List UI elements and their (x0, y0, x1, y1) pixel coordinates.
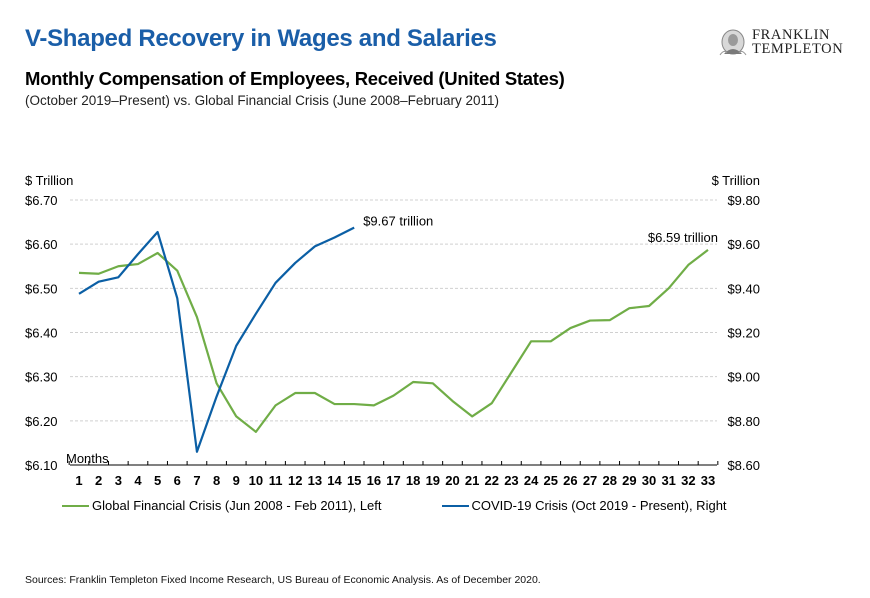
x-axis-label: Months (66, 451, 109, 466)
portrait-medallion-icon (719, 29, 747, 56)
left-axis-tick-label: $6.50 (25, 281, 58, 296)
right-axis-tick-label: $9.00 (727, 370, 760, 385)
x-axis-tick-label: 7 (193, 473, 200, 488)
left-axis-ticks: $6.10 $6.20 $6.30 $6.40 $6.50 $6.60 $6.70 (25, 193, 58, 473)
x-axis-tick-label: 32 (681, 473, 695, 488)
x-axis-tick-label: 4 (134, 473, 142, 488)
x-axis-tick-label: 15 (347, 473, 361, 488)
left-axis-tick-label: $6.40 (25, 326, 58, 341)
x-axis-tick-label: 12 (288, 473, 302, 488)
logo-line-2: TEMPLETON (752, 41, 844, 57)
x-axis-tick-label: 27 (583, 473, 597, 488)
x-axis-tick-label: 10 (249, 473, 263, 488)
legend: Global Financial Crisis (Jun 2008 - Feb … (62, 498, 727, 513)
x-axis-tick-label: 33 (701, 473, 715, 488)
legend-label-covid: COVID-19 Crisis (Oct 2019 - Present), Ri… (471, 498, 727, 513)
right-axis-unit-label: $ Trillion (712, 173, 760, 188)
x-axis-tick-label: 30 (642, 473, 656, 488)
x-axis-tick-label: 25 (544, 473, 558, 488)
x-axis-tick-label: 24 (524, 473, 539, 488)
x-axis-tick-label: 19 (426, 473, 440, 488)
right-axis-tick-label: $8.60 (727, 458, 760, 473)
x-axis-tick-label: 23 (504, 473, 518, 488)
chart-date-range: (October 2019–Present) vs. Global Financ… (25, 93, 499, 108)
covid-series-line (78, 226, 355, 453)
x-axis-tick-label: 9 (233, 473, 240, 488)
gridlines (70, 199, 717, 422)
x-axis-tick-label: 28 (602, 473, 616, 488)
x-axis-tick-label: 29 (622, 473, 636, 488)
x-axis-ticks: 1 2 3 4 5 6 7 8 9 10 11 12 13 14 15 16 17 18 19 20 21 22 23 24 2… (68, 461, 719, 488)
chart-title: V-Shaped Recovery in Wages and Salaries (25, 25, 497, 52)
x-axis-tick-label: 18 (406, 473, 420, 488)
annotations: $9.67 trillion $6.59 trillion (363, 214, 718, 245)
x-axis-tick-label: 11 (269, 473, 283, 488)
x-axis-tick-label: 6 (174, 473, 181, 488)
left-axis-tick-label: $6.70 (25, 193, 58, 208)
x-axis-tick-label: 16 (367, 473, 381, 488)
left-axis-unit-label: $ Trillion (25, 173, 73, 188)
x-axis-tick-label: 13 (308, 473, 322, 488)
right-axis-tick-label: $9.40 (727, 281, 760, 296)
legend-swatch-covid (441, 504, 469, 507)
x-axis-tick-label: 5 (154, 473, 161, 488)
x-axis-tick-label: 21 (465, 473, 479, 488)
legend-item-covid: COVID-19 Crisis (Oct 2019 - Present), Ri… (441, 498, 727, 513)
right-axis-tick-label: $9.80 (727, 193, 760, 208)
right-axis-tick-label: $9.20 (727, 326, 760, 341)
chart-subtitle: Monthly Compensation of Employees, Recei… (25, 68, 565, 89)
x-axis-tick-label: 20 (445, 473, 459, 488)
source-note: Sources: Franklin Templeton Fixed Income… (25, 574, 541, 586)
legend-label-gfc: Global Financial Crisis (Jun 2008 - Feb … (92, 498, 382, 513)
x-axis-tick-label: 14 (327, 473, 342, 488)
x-axis-tick-label: 17 (386, 473, 400, 488)
x-axis-tick-label: 31 (661, 473, 675, 488)
right-axis-tick-label: $8.80 (727, 414, 760, 429)
gfc-series-line (78, 249, 709, 433)
right-axis-tick-label: $9.60 (727, 237, 760, 252)
right-axis-ticks: $8.60 $8.80 $9.00 $9.20 $9.40 $9.60 $9.80 (727, 193, 760, 473)
left-axis-tick-label: $6.10 (25, 458, 58, 473)
left-axis-tick-label: $6.30 (25, 370, 58, 385)
franklin-templeton-logo: FRANKLIN TEMPLETON (718, 28, 868, 58)
x-axis-tick-label: 26 (563, 473, 577, 488)
legend-item-gfc: Global Financial Crisis (Jun 2008 - Feb … (62, 498, 382, 513)
left-axis-tick-label: $6.20 (25, 414, 58, 429)
annotation-covid-latest: $9.67 trillion (363, 214, 433, 229)
x-axis-tick-label: 8 (213, 473, 220, 488)
logo-line-1: FRANKLIN (752, 27, 831, 43)
x-axis-tick-label: 2 (95, 473, 102, 488)
series-lines (78, 226, 709, 453)
left-axis-tick-label: $6.60 (25, 237, 58, 252)
annotation-gfc-latest: $6.59 trillion (648, 230, 718, 245)
x-axis-tick-label: 3 (115, 473, 122, 488)
legend-swatch-gfc (62, 504, 89, 507)
x-axis-tick-label: 22 (485, 473, 499, 488)
x-axis-tick-label: 1 (75, 473, 82, 488)
